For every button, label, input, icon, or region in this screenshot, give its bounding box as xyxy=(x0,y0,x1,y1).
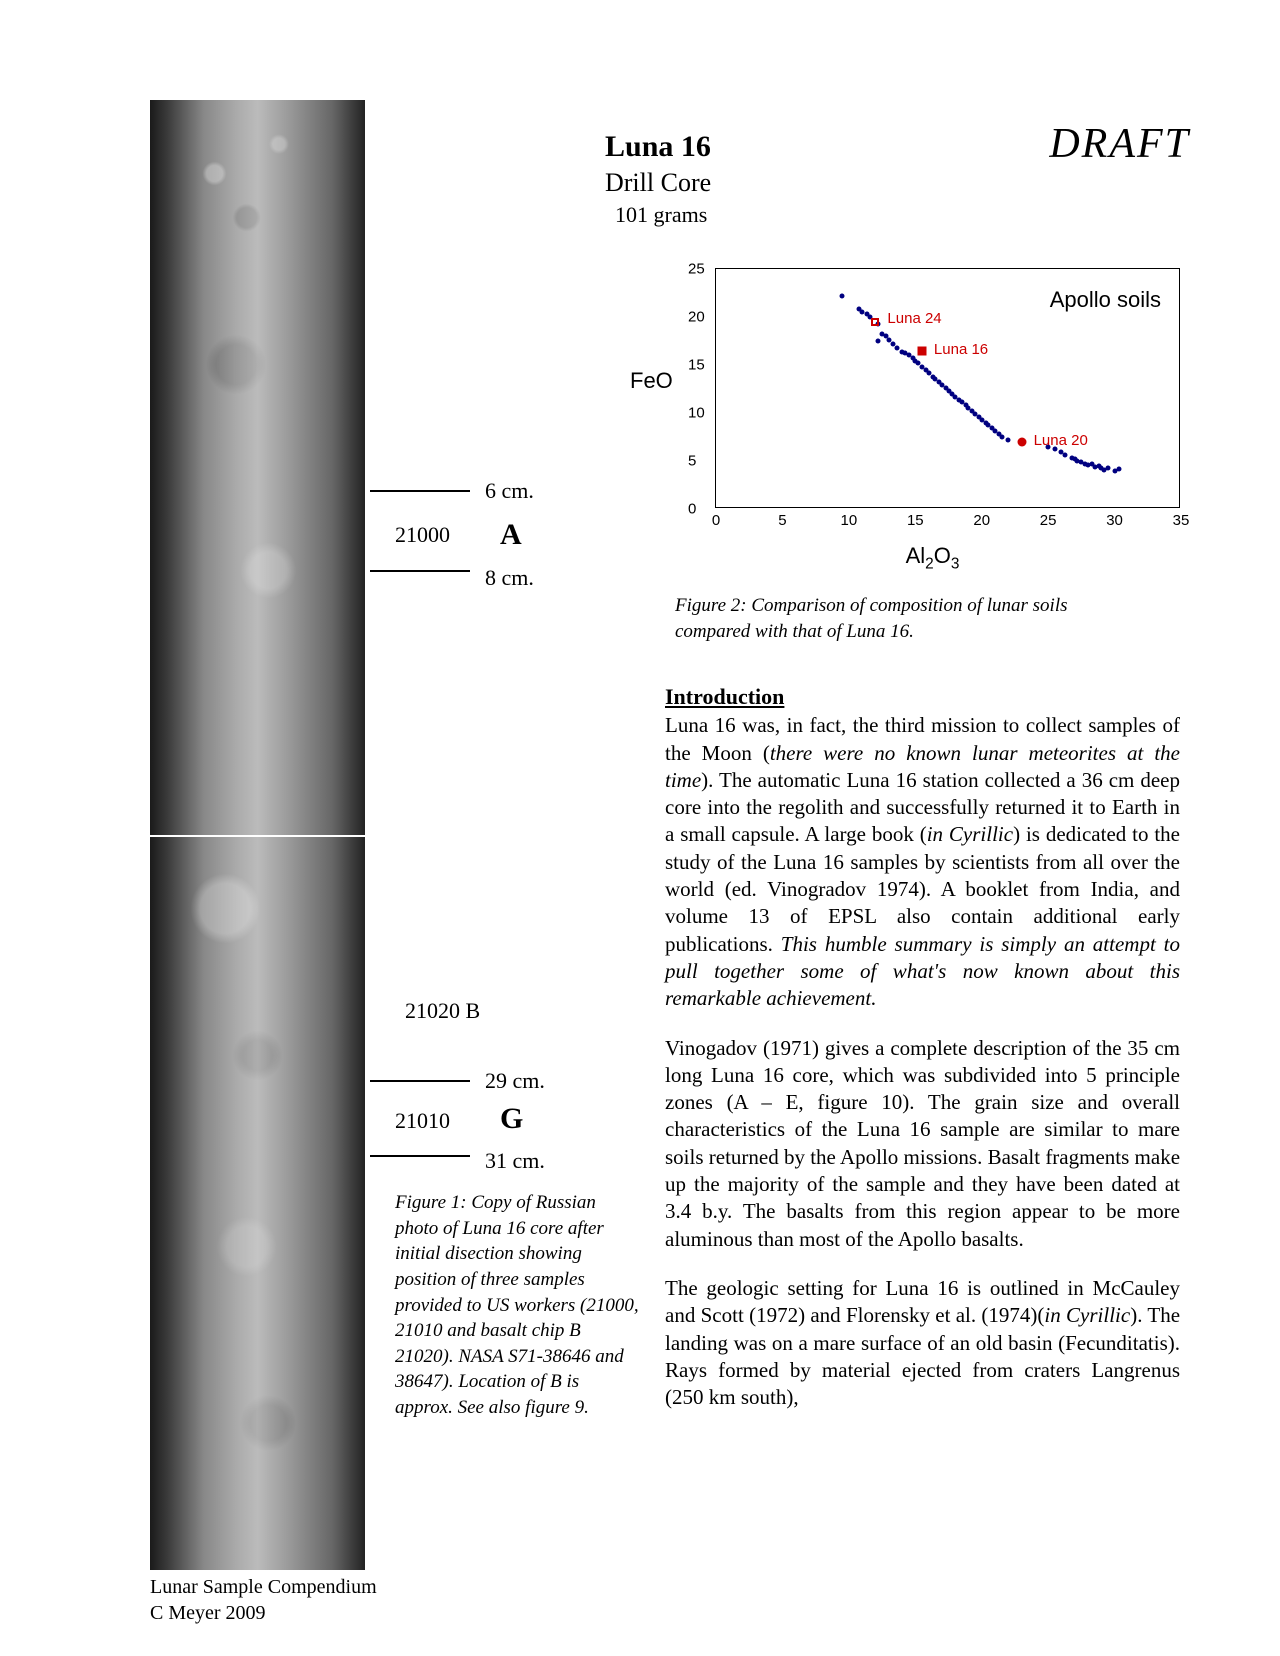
scatter-chart: FeO Apollo soils 05101520250510152025303… xyxy=(685,268,1180,533)
chart-point-apollo xyxy=(1063,453,1068,458)
chart-point-apollo xyxy=(1105,465,1110,470)
chart-point-apollo xyxy=(860,310,865,315)
chart-ytick: 10 xyxy=(688,405,705,422)
footer-line-2: C Meyer 2009 xyxy=(150,1600,377,1626)
zone-label-g: G xyxy=(500,1102,523,1136)
sample-label-21020b: 21020 B xyxy=(405,998,480,1024)
depth-label-8cm: 8 cm. xyxy=(485,565,534,591)
chart-point-apollo xyxy=(894,345,899,350)
chart-xtick: 0 xyxy=(712,512,720,529)
chart-ytick: 15 xyxy=(688,357,705,374)
depth-label-31cm: 31 cm. xyxy=(485,1148,545,1174)
chart-title-apollo: Apollo soils xyxy=(1050,287,1161,313)
core-marker-line xyxy=(370,570,470,572)
italic-text: in Cyrillic xyxy=(1044,1303,1130,1327)
italic-text: in Cyrillic xyxy=(927,822,1013,846)
chart-luna-label: Luna 16 xyxy=(934,341,988,358)
section-heading-introduction: Introduction xyxy=(665,684,1180,710)
chart-xtick: 30 xyxy=(1106,512,1123,529)
chart-point-apollo xyxy=(999,435,1004,440)
chart-ytick: 0 xyxy=(688,501,696,518)
chart-point-luna xyxy=(917,346,926,355)
chart-xtick: 25 xyxy=(1040,512,1057,529)
paragraph-2: Vinogadov (1971) gives a complete descri… xyxy=(665,1035,1180,1253)
chart-luna-label: Luna 24 xyxy=(887,310,941,327)
chart-xtick: 10 xyxy=(841,512,858,529)
sample-label-21010: 21010 xyxy=(395,1108,450,1134)
core-photo-image xyxy=(150,100,365,1570)
chart-point-apollo xyxy=(876,339,881,344)
chart-y-axis-label: FeO xyxy=(630,368,673,394)
title-block: Luna 16 Drill Core 101 grams xyxy=(605,130,1180,228)
chart-xtick: 5 xyxy=(778,512,786,529)
sample-title: Luna 16 xyxy=(605,130,1180,164)
chart-plot-area: Apollo soils 051015202505101520253035Lun… xyxy=(715,268,1180,508)
right-column: Luna 16 Drill Core 101 grams FeO Apollo … xyxy=(665,130,1180,1411)
footer-line-1: Lunar Sample Compendium xyxy=(150,1574,377,1600)
core-marker-line xyxy=(370,1155,470,1157)
chart-xtick: 20 xyxy=(973,512,990,529)
chart-point-luna xyxy=(1017,437,1026,446)
sample-subtitle: Drill Core xyxy=(605,168,1180,198)
figure2-caption: Figure 2: Comparison of composition of l… xyxy=(675,593,1145,644)
page: 6 cm. 21000 A 8 cm. 21020 B 29 cm. 21010… xyxy=(0,0,1280,1656)
chart-xtick: 15 xyxy=(907,512,924,529)
chart-luna-label: Luna 20 xyxy=(1034,432,1088,449)
depth-label-6cm: 6 cm. xyxy=(485,478,534,504)
chart-ytick: 25 xyxy=(688,261,705,278)
chart-xtick: 35 xyxy=(1173,512,1190,529)
core-marker-line xyxy=(370,1080,470,1082)
sample-label-21000: 21000 xyxy=(395,522,450,548)
chart-x-axis-label: Al2O3 xyxy=(685,543,1180,573)
chart-ytick: 5 xyxy=(688,453,696,470)
core-marker-line xyxy=(370,490,470,492)
depth-label-29cm: 29 cm. xyxy=(485,1068,545,1094)
chart-ytick: 20 xyxy=(688,309,705,326)
chart-point-apollo xyxy=(840,293,845,298)
figure1-caption: Figure 1: Copy of Russian photo of Luna … xyxy=(395,1190,640,1421)
paragraph-1: Luna 16 was, in fact, the third mission … xyxy=(665,712,1180,1012)
zone-label-a: A xyxy=(500,518,522,552)
page-footer: Lunar Sample Compendium C Meyer 2009 xyxy=(150,1574,377,1626)
paragraph-3: The geologic setting for Luna 16 is outl… xyxy=(665,1275,1180,1411)
chart-point-apollo xyxy=(1006,437,1011,442)
sample-mass: 101 grams xyxy=(615,202,1180,228)
chart-point-luna xyxy=(871,318,879,326)
chart-point-apollo xyxy=(1116,466,1121,471)
